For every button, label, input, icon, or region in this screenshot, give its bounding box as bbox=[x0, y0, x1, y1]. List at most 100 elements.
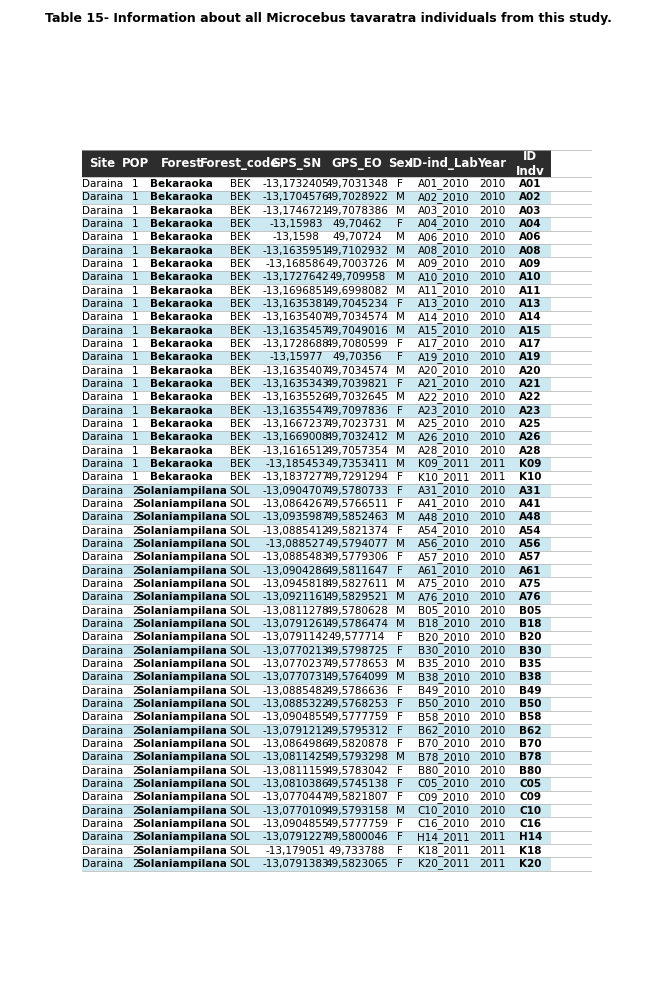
Bar bbox=[148, 764, 214, 777]
Text: 2010: 2010 bbox=[479, 353, 505, 362]
Bar bbox=[148, 737, 214, 751]
Bar bbox=[265, 444, 327, 457]
Text: -13,0810386: -13,0810386 bbox=[263, 779, 329, 789]
Bar bbox=[214, 484, 265, 497]
Text: Daraina: Daraina bbox=[82, 379, 123, 389]
Text: 2011: 2011 bbox=[479, 473, 505, 483]
Text: SOL: SOL bbox=[230, 712, 250, 722]
Bar bbox=[123, 844, 148, 857]
Text: 2010: 2010 bbox=[479, 365, 505, 375]
Bar bbox=[265, 284, 327, 297]
Bar bbox=[123, 818, 148, 830]
Bar bbox=[148, 324, 214, 337]
Bar bbox=[148, 844, 214, 857]
Bar bbox=[510, 591, 551, 604]
Text: A15: A15 bbox=[519, 326, 541, 336]
Bar bbox=[123, 364, 148, 377]
Bar bbox=[388, 497, 413, 510]
Bar bbox=[388, 857, 413, 871]
Text: F: F bbox=[397, 526, 403, 536]
Bar bbox=[82, 444, 123, 457]
Bar bbox=[214, 271, 265, 284]
Bar bbox=[510, 457, 551, 471]
Text: 2: 2 bbox=[132, 792, 139, 802]
Text: -13,1635547: -13,1635547 bbox=[263, 406, 329, 416]
Text: BEK: BEK bbox=[230, 339, 250, 349]
Bar bbox=[148, 418, 214, 430]
Text: Solaniampilana: Solaniampilana bbox=[136, 779, 227, 789]
Bar bbox=[413, 364, 474, 377]
Text: 49,70356: 49,70356 bbox=[332, 353, 382, 362]
Text: F: F bbox=[397, 845, 403, 856]
Bar bbox=[388, 244, 413, 257]
Bar bbox=[327, 497, 388, 510]
Text: 2010: 2010 bbox=[479, 673, 505, 683]
Text: C09: C09 bbox=[519, 792, 541, 802]
Bar bbox=[82, 471, 123, 484]
Bar bbox=[510, 324, 551, 337]
Bar bbox=[327, 191, 388, 204]
Text: BEK: BEK bbox=[230, 312, 250, 322]
Bar bbox=[413, 218, 474, 230]
Text: A17_2010: A17_2010 bbox=[418, 339, 470, 350]
Text: 49,7023731: 49,7023731 bbox=[326, 419, 388, 429]
Text: 2010: 2010 bbox=[479, 539, 505, 549]
Text: 49,7078386: 49,7078386 bbox=[326, 206, 388, 216]
Text: 49,7032412: 49,7032412 bbox=[326, 432, 388, 442]
Text: Daraina: Daraina bbox=[82, 286, 123, 296]
Text: A76_2010: A76_2010 bbox=[418, 592, 470, 603]
Text: A03: A03 bbox=[519, 206, 541, 216]
Bar bbox=[214, 537, 265, 551]
Bar bbox=[388, 737, 413, 751]
Text: 2010: 2010 bbox=[479, 339, 505, 349]
Text: 2: 2 bbox=[132, 832, 139, 842]
Text: B80_2010: B80_2010 bbox=[418, 765, 470, 776]
Bar bbox=[327, 804, 388, 818]
Bar bbox=[474, 630, 510, 644]
Text: 1: 1 bbox=[132, 219, 139, 230]
Text: 49,7353411: 49,7353411 bbox=[326, 459, 388, 469]
Bar bbox=[413, 430, 474, 444]
Bar bbox=[123, 150, 148, 177]
Text: B35: B35 bbox=[519, 659, 541, 669]
Bar bbox=[510, 857, 551, 871]
Text: Daraina: Daraina bbox=[82, 459, 123, 469]
Bar bbox=[214, 857, 265, 871]
Text: SOL: SOL bbox=[230, 859, 250, 869]
Text: 49,709958: 49,709958 bbox=[329, 272, 385, 283]
Text: -13,15983: -13,15983 bbox=[269, 219, 323, 230]
Bar bbox=[214, 751, 265, 764]
Bar bbox=[474, 244, 510, 257]
Text: A61_2010: A61_2010 bbox=[418, 565, 470, 576]
Text: 2010: 2010 bbox=[479, 245, 505, 256]
Text: 2010: 2010 bbox=[479, 553, 505, 562]
Bar bbox=[123, 830, 148, 844]
Text: A48_2010: A48_2010 bbox=[418, 512, 470, 523]
Text: BEK: BEK bbox=[230, 353, 250, 362]
Text: A41_2010: A41_2010 bbox=[418, 498, 470, 509]
Text: A26: A26 bbox=[519, 432, 541, 442]
Bar bbox=[510, 218, 551, 230]
Text: 1: 1 bbox=[132, 312, 139, 322]
Bar bbox=[82, 657, 123, 671]
Text: -13,1746721: -13,1746721 bbox=[263, 206, 329, 216]
Bar bbox=[214, 577, 265, 591]
Bar bbox=[123, 430, 148, 444]
Bar bbox=[327, 818, 388, 830]
Bar bbox=[214, 177, 265, 191]
Text: A25: A25 bbox=[519, 419, 541, 429]
Bar bbox=[82, 391, 123, 404]
Text: B30: B30 bbox=[519, 645, 541, 656]
Text: -13,0904707: -13,0904707 bbox=[263, 486, 329, 495]
Text: Year: Year bbox=[478, 158, 507, 170]
Text: Bekaraoka: Bekaraoka bbox=[150, 406, 213, 416]
Text: A11: A11 bbox=[519, 286, 541, 296]
Bar bbox=[388, 430, 413, 444]
Bar bbox=[327, 551, 388, 564]
Text: SOL: SOL bbox=[230, 659, 250, 669]
Bar bbox=[388, 657, 413, 671]
Bar bbox=[413, 777, 474, 791]
Bar bbox=[474, 764, 510, 777]
Bar bbox=[474, 537, 510, 551]
Text: A04_2010: A04_2010 bbox=[418, 219, 470, 230]
